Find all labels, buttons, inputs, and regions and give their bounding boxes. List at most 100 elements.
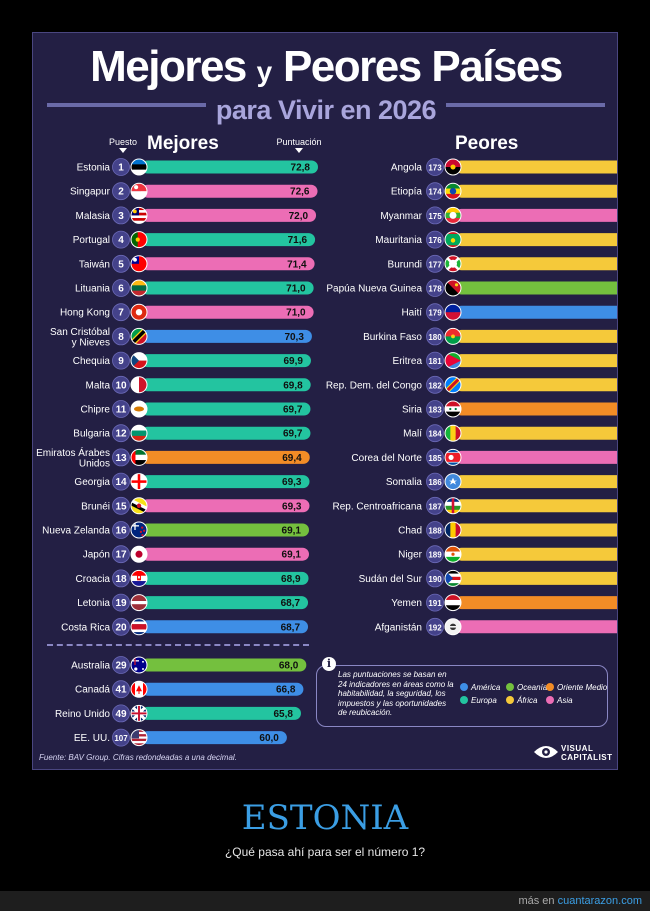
best-row-19-bar [141, 620, 309, 634]
rank-number: 183 [428, 406, 442, 415]
best-row-18-bar [141, 596, 309, 610]
rank-badge [112, 400, 130, 418]
rank-badge [426, 158, 444, 176]
legend-swatch [546, 683, 554, 691]
rank-badge [112, 279, 130, 297]
rank-badge [426, 182, 444, 201]
rank-badge [112, 158, 130, 176]
syria-flag [444, 400, 462, 418]
rank-number: 29 [115, 661, 127, 672]
new-zealand-flag [130, 521, 148, 539]
legend-swatch [460, 696, 468, 704]
legend-item-oceania: Oceanía [506, 683, 547, 693]
score-value: 72,0 [289, 211, 309, 222]
rank-badge [426, 472, 444, 491]
legend-item-america: América [460, 683, 500, 693]
rank-number: 175 [428, 212, 442, 221]
best-row-11-bar [141, 426, 311, 440]
burundi-flag [444, 255, 462, 273]
rank-number: 5 [118, 259, 124, 270]
rank-badge [426, 569, 444, 588]
site-link[interactable]: cuantarazon.com [557, 895, 642, 907]
afghanistan-flag [444, 618, 462, 636]
mali-flag [444, 424, 462, 442]
usa-flag [130, 729, 148, 747]
rank-number: 16 [115, 526, 127, 537]
visual-capitalist-logo-icon [534, 746, 558, 758]
rank-badge [426, 279, 444, 297]
worst-row-13-bar [455, 475, 617, 489]
bulgaria-flag [130, 424, 148, 442]
ethiopia-flag [444, 182, 462, 200]
country-name: Chad [398, 526, 422, 537]
rank-number: 4 [118, 235, 124, 246]
croatia-flag [130, 569, 148, 587]
best-row-4-bar [141, 257, 315, 271]
rank-number: 11 [116, 405, 127, 416]
source-note: Fuente: BAV Group. Cifras redondeadas a … [39, 753, 237, 762]
best-row-17-bar [141, 571, 309, 585]
other-row-0-bar [141, 658, 307, 672]
note-box [316, 665, 608, 727]
score-value: 68,7 [281, 598, 301, 609]
uae-flag [130, 448, 148, 466]
rank-badge [112, 496, 130, 515]
taiwan-flag [130, 255, 148, 273]
rank-number: 49 [115, 709, 127, 720]
caption-title: ESTONIA [241, 798, 409, 838]
legend-swatch [546, 696, 554, 704]
costa-rica-flag [130, 618, 148, 636]
rank-number: 178 [428, 285, 442, 294]
score-value: 69,1 [282, 550, 302, 561]
score-value: 68,9 [281, 574, 301, 585]
chad-flag [444, 521, 462, 539]
best-row-16-bar [141, 547, 310, 561]
infographic: Mejores y Peores Países para Vivir en 20… [32, 32, 618, 770]
rank-number: 188 [428, 527, 442, 536]
country-name: Chequia [73, 356, 111, 367]
rank-number: 3 [118, 211, 124, 222]
rank-badge [112, 472, 130, 491]
south-sudan-flag [444, 569, 462, 587]
rank-badge [112, 448, 130, 467]
country-name: Niger [398, 550, 423, 561]
haiti-flag [444, 303, 462, 321]
legend-swatch [506, 683, 514, 691]
worst-row-14-bar [455, 499, 617, 513]
score-value: 69,8 [283, 380, 303, 391]
country-name: Mauritania [375, 235, 422, 246]
worst-row-15-bar [455, 523, 617, 537]
country-name: Australia [71, 661, 110, 672]
georgia-flag [130, 473, 148, 491]
country-name: Costa Rica [61, 622, 110, 633]
rank-number: 177 [428, 260, 442, 269]
score-value: 69,9 [283, 356, 303, 367]
worst-row-18-bar [455, 596, 617, 610]
best-column-header: Mejores [147, 133, 219, 154]
uk-flag [130, 704, 148, 722]
country-name: Letonia [77, 598, 110, 609]
rank-number: 8 [118, 332, 124, 343]
visual-capitalist-logo: VISUAL CAPITALIST [533, 741, 613, 765]
japan-flag [130, 545, 148, 563]
best-row-10-bar [141, 402, 311, 416]
legend-item-oriente-medio: Oriente Medio [546, 683, 607, 693]
score-value: 69,4 [282, 453, 302, 464]
rank-number: 41 [115, 685, 127, 696]
country-name: Bulgaria [73, 429, 110, 440]
rank-number: 191 [428, 599, 442, 608]
worst-row-16-bar [455, 547, 617, 561]
singapore-flag [130, 182, 148, 200]
rank-number: 176 [428, 236, 442, 245]
worst-row-1-bar [455, 184, 617, 198]
footer-bar: más en cuantarazon.com [0, 891, 650, 911]
country-name: Somalia [386, 477, 423, 488]
niger-flag [444, 545, 462, 563]
north-korea-flag [444, 448, 462, 466]
country-name: Siria [402, 405, 422, 416]
rank-number: 184 [428, 430, 442, 439]
rank-badge [112, 254, 130, 273]
rank-number: 181 [428, 357, 442, 366]
rank-number: 187 [428, 502, 442, 511]
rank-arrow-icon [119, 148, 127, 153]
